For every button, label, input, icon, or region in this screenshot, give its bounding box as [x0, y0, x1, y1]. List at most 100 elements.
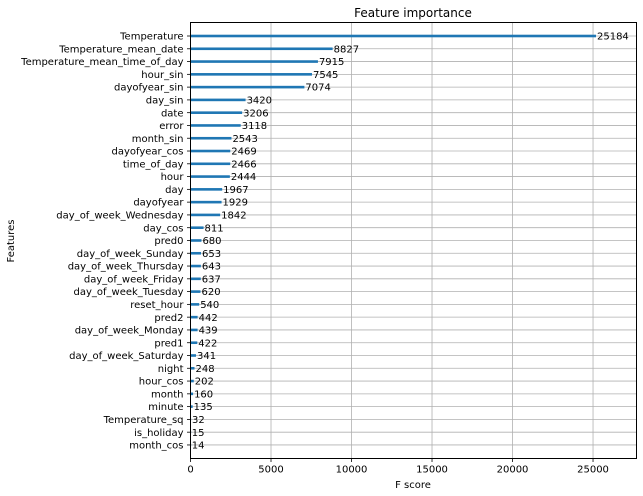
value-label: 540	[200, 300, 219, 311]
value-label: 202	[195, 377, 214, 388]
value-label: 25184	[597, 32, 629, 43]
value-label: 341	[197, 351, 216, 362]
bar-day_of_week_Wednesday	[190, 213, 221, 217]
bar-day_sin	[190, 98, 246, 102]
bar-reset_hour	[190, 303, 200, 306]
bar-day_of_week_Sunday	[190, 251, 202, 255]
y-tick-label: pred0	[154, 236, 183, 247]
x-axis-label: F score	[395, 480, 431, 491]
value-label: 2469	[231, 147, 256, 158]
y-tick-label: Temperature_sq	[103, 415, 184, 426]
value-label: 3118	[242, 121, 267, 132]
value-label: 135	[194, 402, 213, 413]
y-tick-label: month	[151, 389, 183, 400]
value-label: 8827	[334, 44, 359, 55]
y-tick-label: is_holiday	[134, 428, 183, 439]
x-tick-label: 10000	[336, 465, 368, 476]
value-label: 620	[201, 287, 220, 298]
y-tick-label: minute	[148, 402, 183, 413]
y-tick-label: Temperature_mean_date	[58, 44, 183, 55]
bar-Temperature_mean_date	[190, 47, 333, 51]
y-tick-label: day_cos	[143, 223, 183, 234]
bar-day_of_week_Saturday	[190, 354, 196, 357]
value-label: 32	[192, 415, 205, 426]
value-label: 643	[202, 262, 221, 273]
bar-month	[190, 392, 194, 396]
bar-date	[190, 111, 243, 114]
value-label: 3420	[247, 96, 272, 107]
y-tick-label: error	[159, 121, 184, 132]
y-tick-label: Temperature_mean_time_of_day	[20, 57, 183, 68]
value-label: 2543	[232, 134, 257, 145]
bars	[190, 34, 596, 447]
y-tick-label: day_of_week_Wednesday	[56, 211, 183, 222]
bar-day_of_week_Monday	[190, 328, 198, 332]
y-tick-label: day	[165, 185, 183, 196]
value-label: 637	[202, 274, 221, 285]
value-label: 7545	[313, 70, 338, 81]
y-axis-label: Features	[6, 220, 17, 263]
bar-error	[190, 124, 241, 127]
y-tick-label: dayofyear_cos	[112, 147, 184, 158]
bar-dayofyear_sin	[190, 85, 305, 89]
y-tick-label: Temperature	[119, 32, 183, 43]
y-tick-label: day_of_week_Sunday	[77, 249, 184, 260]
y-tick-label: dayofyear	[133, 198, 184, 209]
value-label: 653	[202, 249, 221, 260]
value-label: 422	[198, 338, 217, 349]
value-label: 680	[202, 236, 221, 247]
x-tick-label: 15000	[416, 465, 448, 476]
value-label: 160	[194, 389, 213, 400]
bar-day	[190, 188, 223, 191]
bar-hour_cos	[190, 379, 194, 383]
bar-Temperature	[190, 34, 596, 38]
y-tick-label: hour_cos	[139, 377, 184, 388]
bar-pred1	[190, 341, 198, 345]
bar-hour	[190, 175, 230, 178]
value-label: 442	[199, 313, 218, 324]
value-label: 248	[195, 364, 214, 375]
bar-night	[190, 366, 195, 370]
bar-day_of_week_Thursday	[190, 264, 201, 268]
bar-minute	[190, 405, 193, 408]
bar-hour_sin	[190, 73, 312, 76]
y-tick-label: hour_sin	[141, 70, 183, 81]
y-tick-label: date	[161, 108, 184, 119]
y-tick-label: hour	[161, 172, 185, 183]
value-label: 2466	[231, 159, 256, 170]
value-label: 439	[199, 326, 218, 337]
bar-day_of_week_Tuesday	[190, 290, 201, 293]
x-axis-ticks: 0 5000 10000 15000 20000 25000	[187, 458, 609, 476]
bar-pred2	[190, 315, 198, 319]
y-tick-label: day_of_week_Friday	[84, 274, 184, 285]
value-label: 2444	[231, 172, 256, 183]
x-tick-label: 20000	[497, 465, 529, 476]
value-label: 7074	[305, 83, 330, 94]
bar-dayofyear_cos	[190, 149, 231, 153]
bar-pred0	[190, 239, 202, 242]
x-tick-label: 5000	[258, 465, 283, 476]
y-tick-label: reset_hour	[130, 300, 184, 311]
bar-month_sin	[190, 136, 232, 140]
y-tick-label: pred2	[154, 313, 183, 324]
y-tick-label: day_of_week_Monday	[75, 326, 184, 337]
value-label: 1842	[221, 211, 246, 222]
value-label: 3206	[243, 108, 268, 119]
value-label: 1929	[223, 198, 248, 209]
grid-lines	[190, 22, 637, 459]
y-tick-label: dayofyear_sin	[114, 83, 184, 94]
y-tick-label: month_cos	[129, 441, 183, 452]
bar-Temperature_mean_time_of_day	[190, 60, 318, 63]
y-tick-label: month_sin	[132, 134, 184, 145]
bar-day_of_week_Friday	[190, 277, 201, 281]
y-tick-label: pred1	[154, 338, 183, 349]
y-tick-label: day_of_week_Thursday	[68, 262, 184, 273]
value-label: 14	[192, 441, 205, 452]
value-label: 811	[205, 223, 224, 234]
y-tick-label: day_of_week_Tuesday	[74, 287, 184, 298]
x-tick-label: 0	[187, 465, 193, 476]
y-tick-label: night	[158, 364, 184, 375]
value-label: 15	[192, 428, 205, 439]
